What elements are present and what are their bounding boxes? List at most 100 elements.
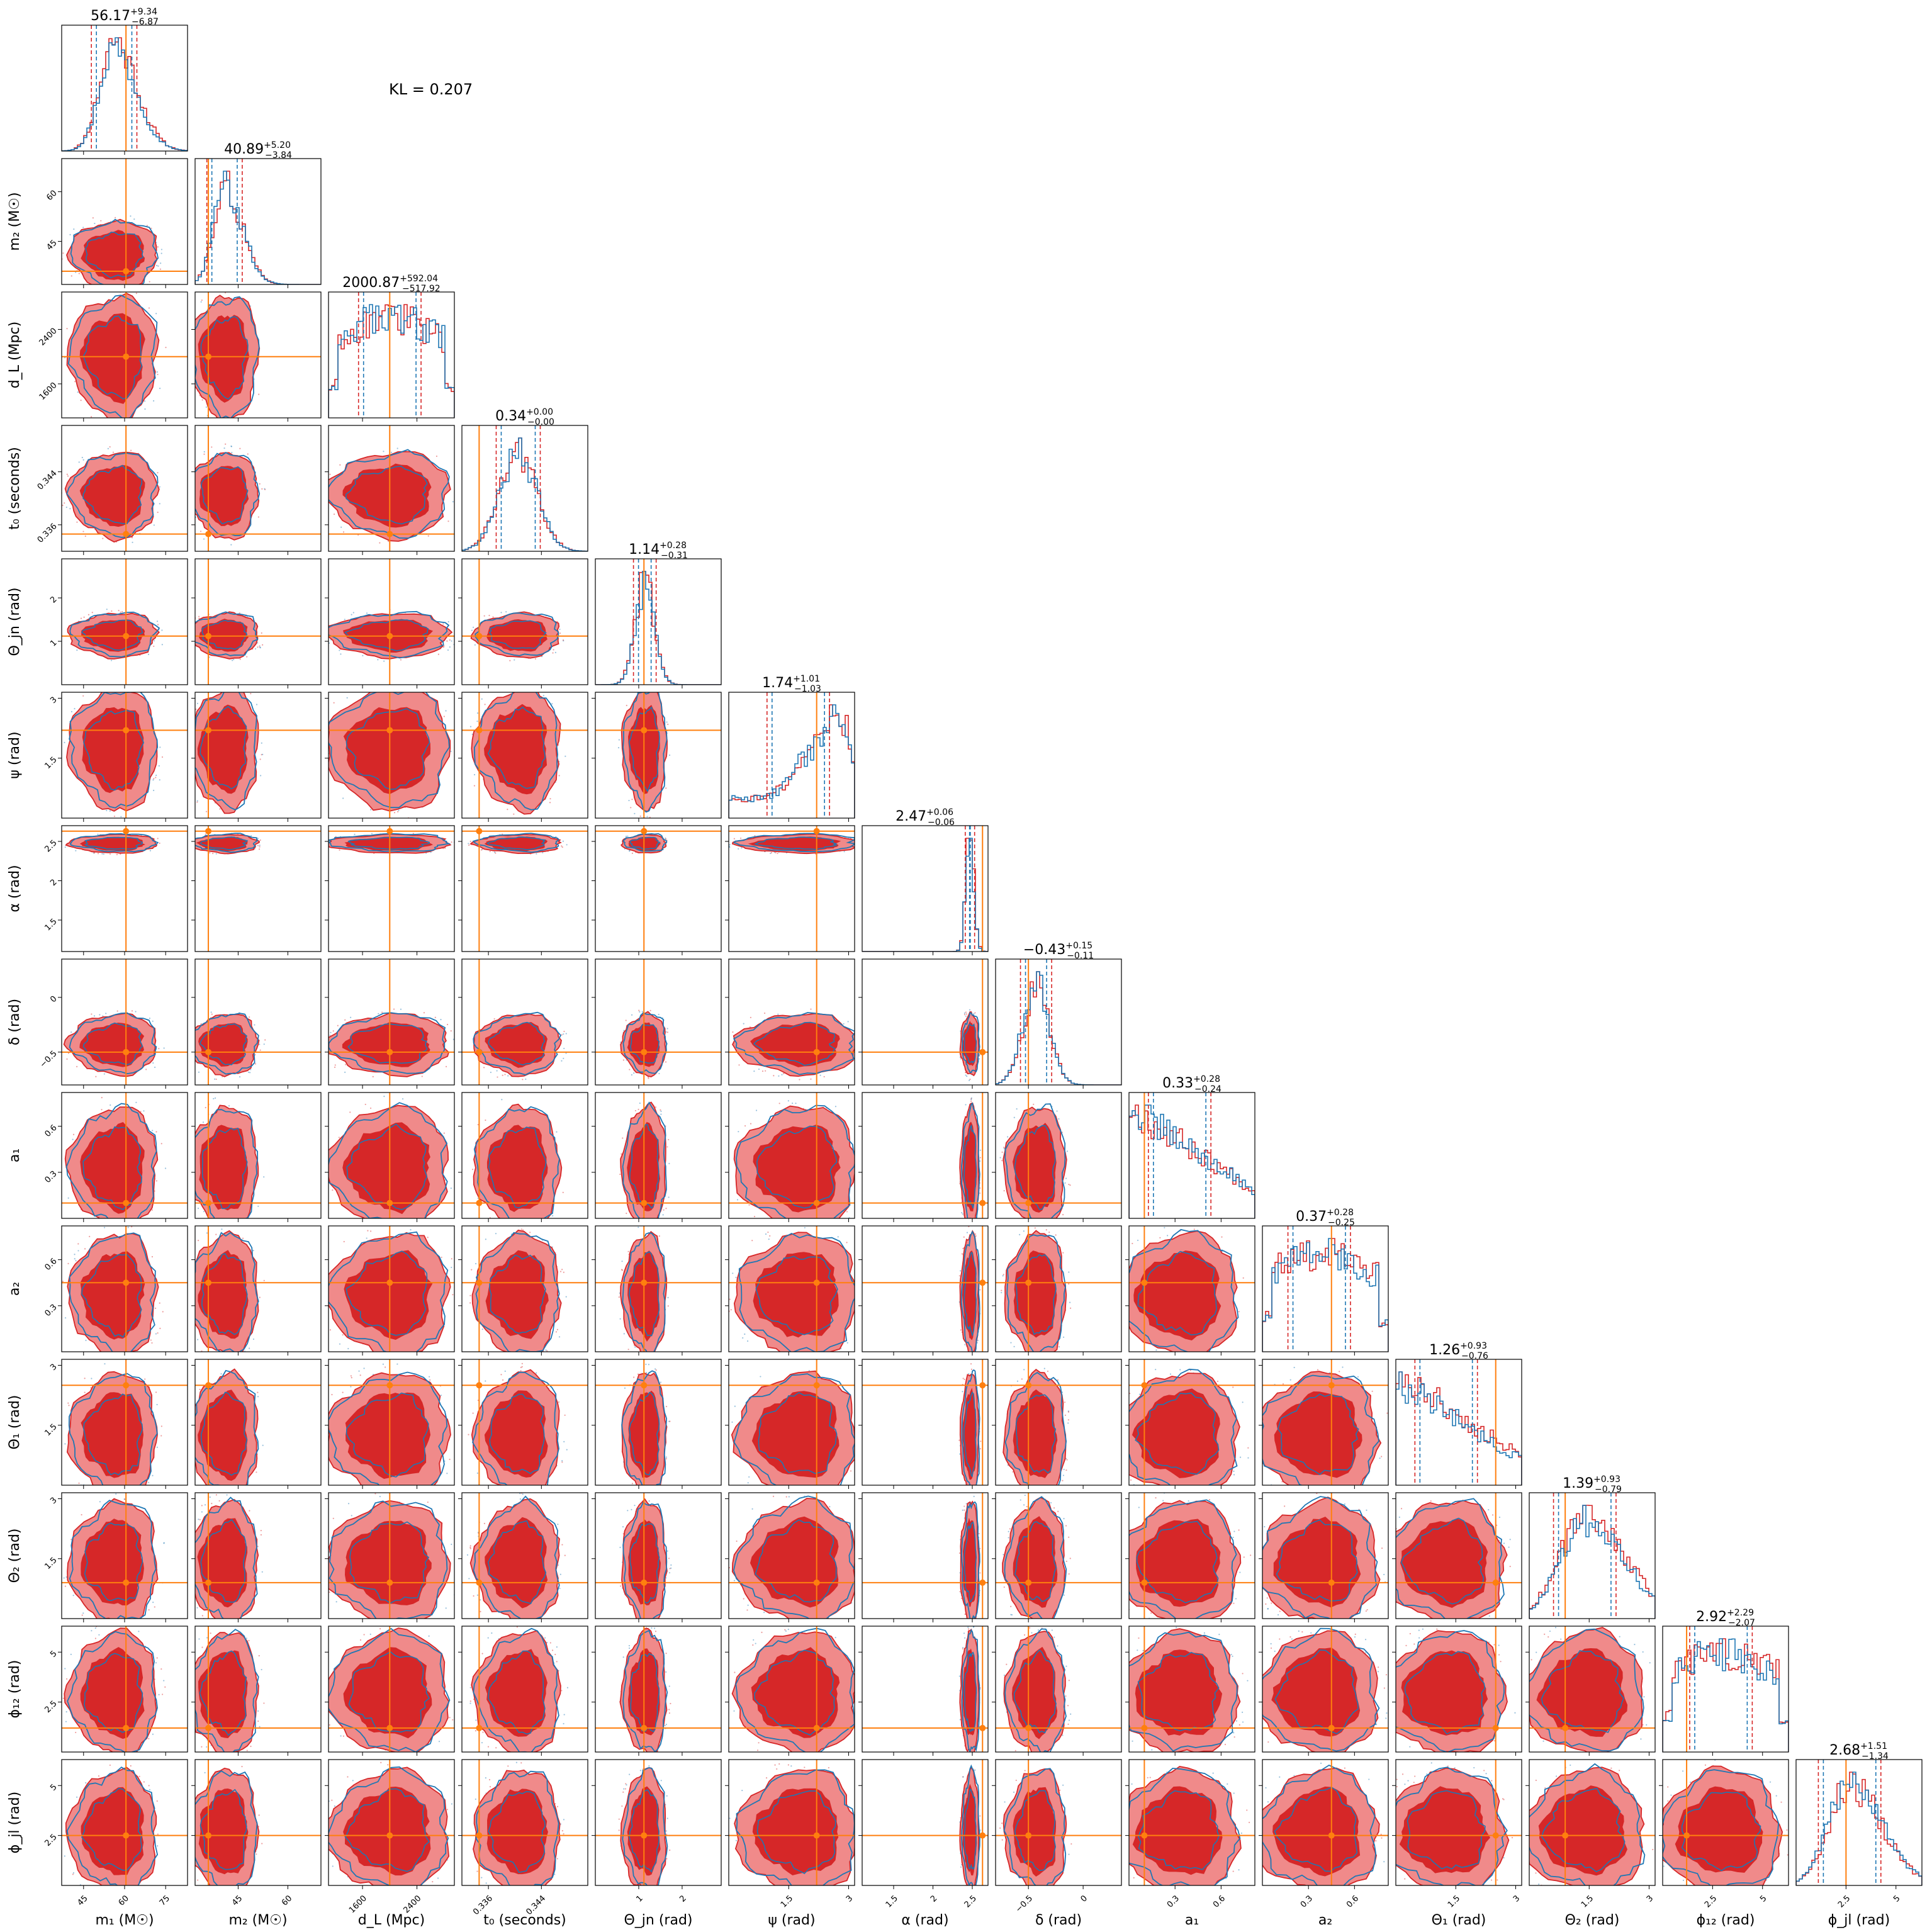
contour-panel-8-1 — [191, 1092, 322, 1222]
sample-dot — [787, 1100, 789, 1102]
contour-panel-9-3 — [458, 1225, 588, 1356]
sample-dot — [84, 1248, 86, 1250]
sample-dot — [254, 1053, 256, 1055]
panel-frame — [194, 1359, 322, 1486]
y-tick-label: 45 — [45, 239, 59, 252]
sample-dot — [116, 853, 118, 855]
sample-dot — [347, 1347, 349, 1350]
sample-dot — [965, 1011, 967, 1013]
sample-dot — [480, 849, 483, 851]
sample-dot — [1021, 1224, 1022, 1225]
sample-dot — [93, 1015, 96, 1017]
title-7: −0.43+0.15 −0.11 — [1023, 941, 1094, 961]
sample-dot — [259, 758, 261, 760]
sample-dot — [116, 1010, 118, 1012]
sample-dot — [632, 690, 633, 692]
sample-dot — [846, 1211, 848, 1213]
panel-frame — [862, 1225, 989, 1352]
sample-dot — [159, 842, 160, 844]
sample-dot — [227, 427, 228, 428]
sample-dot — [235, 288, 236, 289]
sample-dot — [1042, 1357, 1043, 1359]
sample-dot — [381, 1222, 383, 1223]
sample-dot — [208, 290, 209, 291]
sample-dot — [261, 742, 262, 744]
contour-blue-inner — [82, 1126, 143, 1210]
panel-frame — [995, 1092, 1122, 1219]
sample-dot — [481, 848, 483, 850]
y-tick-label: 2 — [48, 595, 59, 605]
contour-inner — [197, 704, 249, 794]
sample-dot — [819, 1074, 821, 1076]
sample-dot — [552, 1215, 554, 1217]
sample-dot — [1013, 1116, 1015, 1118]
sample-dot — [629, 850, 631, 852]
sample-dot — [795, 1103, 797, 1104]
sample-dot — [153, 640, 155, 642]
sample-dot — [490, 1071, 492, 1074]
contour-inner — [79, 464, 145, 527]
sample-dot — [961, 1212, 963, 1214]
contour-inner — [342, 1122, 430, 1215]
sample-dot — [383, 660, 385, 662]
sample-dot — [342, 531, 345, 533]
sample-dot — [193, 487, 194, 488]
sample-dot — [444, 847, 446, 849]
contour-blue-outer — [738, 1232, 855, 1352]
sample-dot — [468, 843, 469, 845]
sample-dot — [212, 853, 214, 855]
sample-dot — [153, 400, 155, 402]
sample-dot — [563, 1030, 565, 1033]
panel-frame — [728, 1092, 855, 1219]
sample-dot — [160, 252, 162, 254]
sample-dot — [666, 1028, 668, 1030]
contour-panel-3-1 — [191, 425, 322, 555]
sample-dot — [648, 1077, 649, 1079]
sample-dot — [248, 1071, 250, 1074]
sample-dot — [64, 1443, 66, 1445]
sample-dot — [668, 754, 671, 756]
sample-dot — [398, 809, 400, 811]
sample-dot — [327, 480, 328, 481]
sample-dot — [429, 690, 430, 692]
sample-dot — [727, 843, 728, 845]
sample-dot — [514, 659, 515, 661]
sample-dot — [192, 842, 193, 843]
sample-dot — [264, 488, 266, 490]
sample-dot — [151, 1209, 153, 1211]
sample-dot — [481, 1328, 483, 1330]
sample-dot — [93, 852, 94, 854]
sample-dot — [440, 1019, 442, 1021]
contour-blue-inner — [1014, 1254, 1057, 1335]
hist-blue-9 — [1262, 1238, 1388, 1352]
sample-dot — [565, 1033, 567, 1035]
sample-dot — [1242, 1277, 1244, 1279]
sample-dot — [969, 1009, 971, 1011]
sample-dot — [82, 531, 84, 532]
sample-dot — [231, 660, 233, 661]
sample-dot — [221, 1228, 223, 1230]
sample-dot — [742, 1337, 744, 1339]
panel-frame — [328, 425, 455, 552]
panel-frame — [461, 1225, 588, 1352]
sample-dot — [729, 1298, 731, 1300]
sample-dot — [106, 609, 108, 610]
sample-dot — [974, 1012, 976, 1014]
sample-dot — [254, 648, 257, 650]
sample-dot — [261, 632, 262, 634]
sample-dot — [665, 1061, 667, 1063]
sample-dot — [517, 689, 519, 690]
sample-dot — [1010, 1342, 1012, 1344]
sample-dot — [452, 1038, 454, 1040]
sample-dot — [352, 612, 354, 614]
sample-dot — [969, 1079, 970, 1081]
sample-dot — [257, 516, 259, 518]
sample-dot — [223, 1489, 224, 1490]
sample-dot — [449, 646, 451, 648]
sample-dot — [548, 1219, 549, 1220]
title-0: 56.17+9.34 −6.87 — [91, 7, 159, 27]
contour-blue-inner — [82, 1022, 143, 1065]
contour-blue-outer — [622, 1012, 668, 1074]
sample-dot — [1221, 1236, 1223, 1238]
